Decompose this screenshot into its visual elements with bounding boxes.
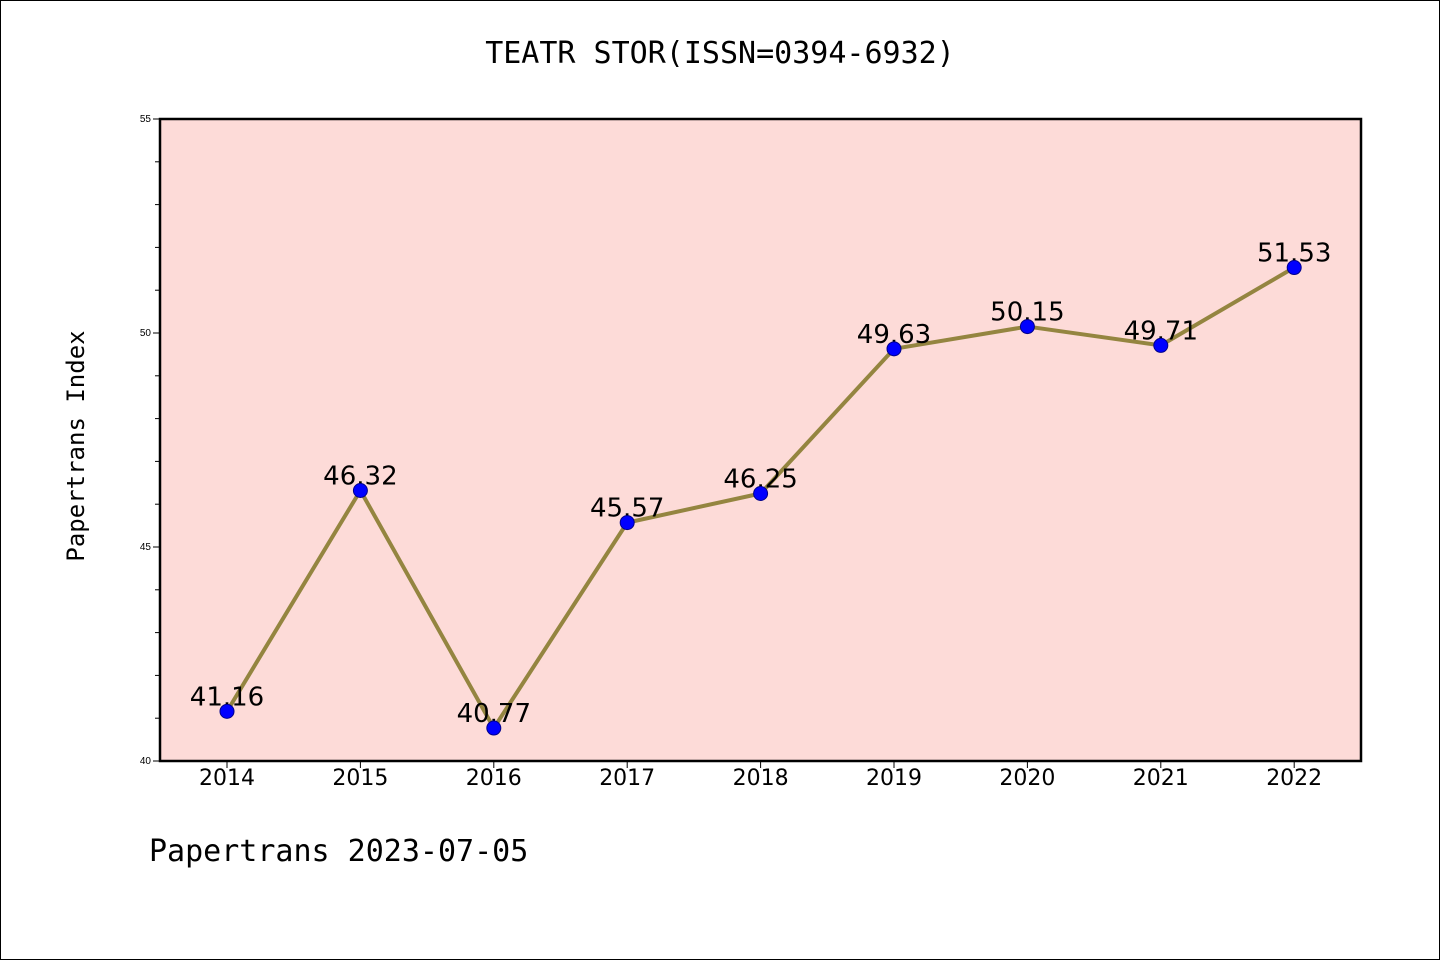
x-tick-label: 2022 <box>1266 766 1322 791</box>
data-point <box>1019 319 1035 335</box>
y-axis-ticks: 40 45 50 55 <box>140 114 160 767</box>
y-tick-label: 40 <box>140 756 152 767</box>
data-point <box>1286 260 1302 276</box>
data-point <box>753 486 769 501</box>
footer-text: Papertrans 2023-07-05 <box>149 834 529 869</box>
plot-border <box>158 117 1363 763</box>
data-point <box>1153 337 1169 353</box>
x-axis-ticks: 2014 2015 2016 2017 2018 2019 2020 2021 2022 <box>199 761 1322 791</box>
x-tick-label: 2016 <box>466 766 522 791</box>
x-tick-label: 2020 <box>999 766 1055 791</box>
data-point <box>619 515 635 531</box>
x-tick-label: 2014 <box>199 766 255 791</box>
data-point <box>486 720 502 736</box>
y-tick-label: 45 <box>140 542 152 553</box>
plot-area <box>160 119 1361 761</box>
y-tick-label: 55 <box>140 114 152 125</box>
x-tick-label: 2017 <box>599 766 655 791</box>
data-point <box>886 341 902 357</box>
x-tick-label: 2015 <box>332 766 388 791</box>
x-tick-label: 2018 <box>733 766 789 791</box>
data-point <box>352 483 368 499</box>
x-tick-label: 2019 <box>866 766 922 791</box>
y-tick-label: 50 <box>140 328 152 339</box>
data-point <box>219 703 235 719</box>
x-tick-label: 2021 <box>1133 766 1189 791</box>
marker-group <box>219 260 1302 736</box>
chart-title: TEATR STOR(ISSN=0394-6932) <box>485 36 955 71</box>
